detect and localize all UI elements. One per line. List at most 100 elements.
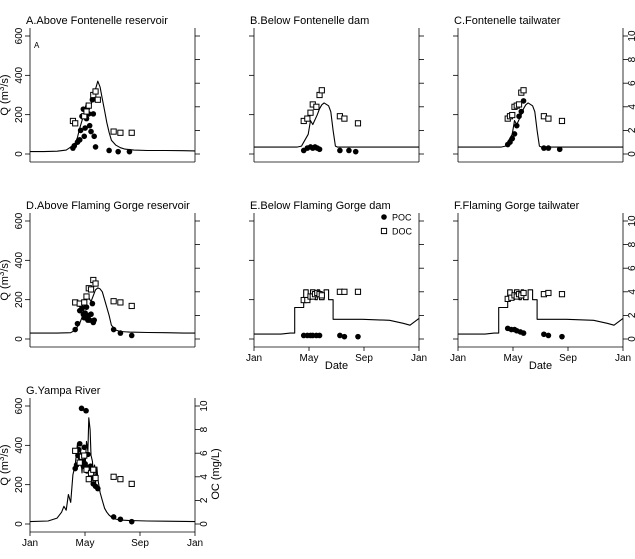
doc-point xyxy=(90,466,97,473)
poc-point xyxy=(316,146,323,153)
poc-point xyxy=(81,133,88,140)
x-tick-label: Sep xyxy=(131,538,149,549)
discharge-line xyxy=(458,289,624,335)
poc-point xyxy=(520,98,527,104)
right-tick-label: 10 xyxy=(199,400,210,412)
poc-point xyxy=(545,145,552,151)
poc-point xyxy=(82,461,88,467)
doc-point xyxy=(110,473,117,480)
right-tick-label: 8 xyxy=(627,56,635,62)
doc-point xyxy=(515,101,523,108)
doc-point xyxy=(110,298,117,305)
doc-point xyxy=(558,117,566,125)
doc-point xyxy=(128,302,135,310)
poc-point xyxy=(115,148,121,155)
doc-point xyxy=(520,289,527,297)
poc-point xyxy=(511,131,518,137)
right-tick-label: 2 xyxy=(627,312,635,318)
right-tick-label: 0 xyxy=(199,521,210,527)
right-tick-label: 6 xyxy=(627,265,635,271)
left-tick-label: 400 xyxy=(14,252,25,269)
right-tick-label: 8 xyxy=(199,426,210,432)
doc-point xyxy=(72,447,79,454)
doc-point xyxy=(545,289,552,297)
poc-point xyxy=(89,300,96,307)
doc-point xyxy=(92,88,99,95)
poc-point xyxy=(86,122,93,129)
right-tick-label: 6 xyxy=(199,450,210,456)
poc-point xyxy=(106,147,112,154)
doc-point xyxy=(92,280,99,287)
left-tick-label: 400 xyxy=(14,67,25,84)
discharge-line xyxy=(254,289,420,335)
poc-point xyxy=(337,147,343,154)
poc-point xyxy=(126,148,133,155)
doc-point xyxy=(72,120,79,127)
poc-point xyxy=(88,311,94,318)
doc-point xyxy=(341,288,348,295)
doc-point xyxy=(304,115,311,122)
doc-point xyxy=(83,466,90,473)
doc-point xyxy=(545,115,552,122)
left-tick-label: 0 xyxy=(14,151,25,157)
poc-point xyxy=(82,125,88,131)
right-axis-title: OC (mg/L) xyxy=(210,448,222,499)
poc-point xyxy=(77,127,84,134)
panel-c: C.Fontenelle tailwater0246810OC (mg/L) xyxy=(453,15,635,163)
poc-point xyxy=(516,113,522,120)
right-tick-label: 6 xyxy=(627,80,635,86)
poc-point xyxy=(545,332,552,339)
poc-point xyxy=(83,407,89,414)
left-tick-label: 600 xyxy=(14,212,25,229)
doc-point xyxy=(110,128,117,135)
doc-point xyxy=(83,108,90,115)
poc-point xyxy=(110,514,117,520)
poc-point xyxy=(355,333,361,340)
doc-point xyxy=(341,115,348,122)
poc-point xyxy=(509,135,516,142)
poc-point xyxy=(541,331,547,338)
legend: POC DOC xyxy=(380,213,413,237)
poc-point xyxy=(346,147,352,154)
doc-point xyxy=(83,293,90,300)
poc-point xyxy=(89,96,96,103)
panel-title: C.Fontenelle tailwater xyxy=(454,15,561,27)
right-tick-label: 4 xyxy=(627,104,635,110)
doc-point xyxy=(520,87,527,94)
discharge-line xyxy=(29,417,196,523)
poc-point xyxy=(117,330,124,336)
poc-point xyxy=(117,516,124,523)
right-tick-label: 4 xyxy=(199,474,210,480)
poc-point xyxy=(79,305,85,312)
left-axis-title: Q (m3/s) xyxy=(0,259,11,300)
x-tick-label: Sep xyxy=(559,353,577,364)
poc-point xyxy=(559,333,565,340)
doc-point xyxy=(318,292,325,299)
left-tick-label: 600 xyxy=(14,397,25,414)
doc-point xyxy=(85,102,92,109)
poc-point xyxy=(337,332,343,339)
panel-g: G.Yampa River 0 200 400 600 0 2 4 6 8 10 Q (m3/s) OC… xyxy=(0,385,222,549)
left-tick-label: 200 xyxy=(14,476,25,493)
x-tick-label: May xyxy=(300,353,319,364)
x-tick-label: Jan xyxy=(615,353,631,364)
panel-e: E.Below Flaming Gorge dam Jan May Sep Jan Dat… xyxy=(246,200,427,372)
panel-b: B.Below Fontenelle dam xyxy=(249,15,424,163)
poc-point xyxy=(90,111,97,117)
right-tick-label: 0 xyxy=(627,336,635,342)
doc-point xyxy=(509,111,516,119)
poc-point xyxy=(76,440,83,447)
doc-point xyxy=(94,96,101,103)
doc-point xyxy=(318,87,325,94)
panel-d: D.Above Flaming Gorge reservoir 0 200 400 60… xyxy=(0,200,200,348)
x-tick-label: May xyxy=(504,353,523,364)
right-tick-label: 0 xyxy=(627,151,635,157)
doc-point xyxy=(304,296,311,304)
discharge-line xyxy=(30,80,196,153)
discharge-line xyxy=(30,287,195,334)
doc-point xyxy=(313,103,320,110)
doc-point xyxy=(128,480,135,487)
poc-point xyxy=(513,122,520,129)
legend-doc-label: DOC xyxy=(392,227,413,237)
poc-point xyxy=(520,330,527,336)
